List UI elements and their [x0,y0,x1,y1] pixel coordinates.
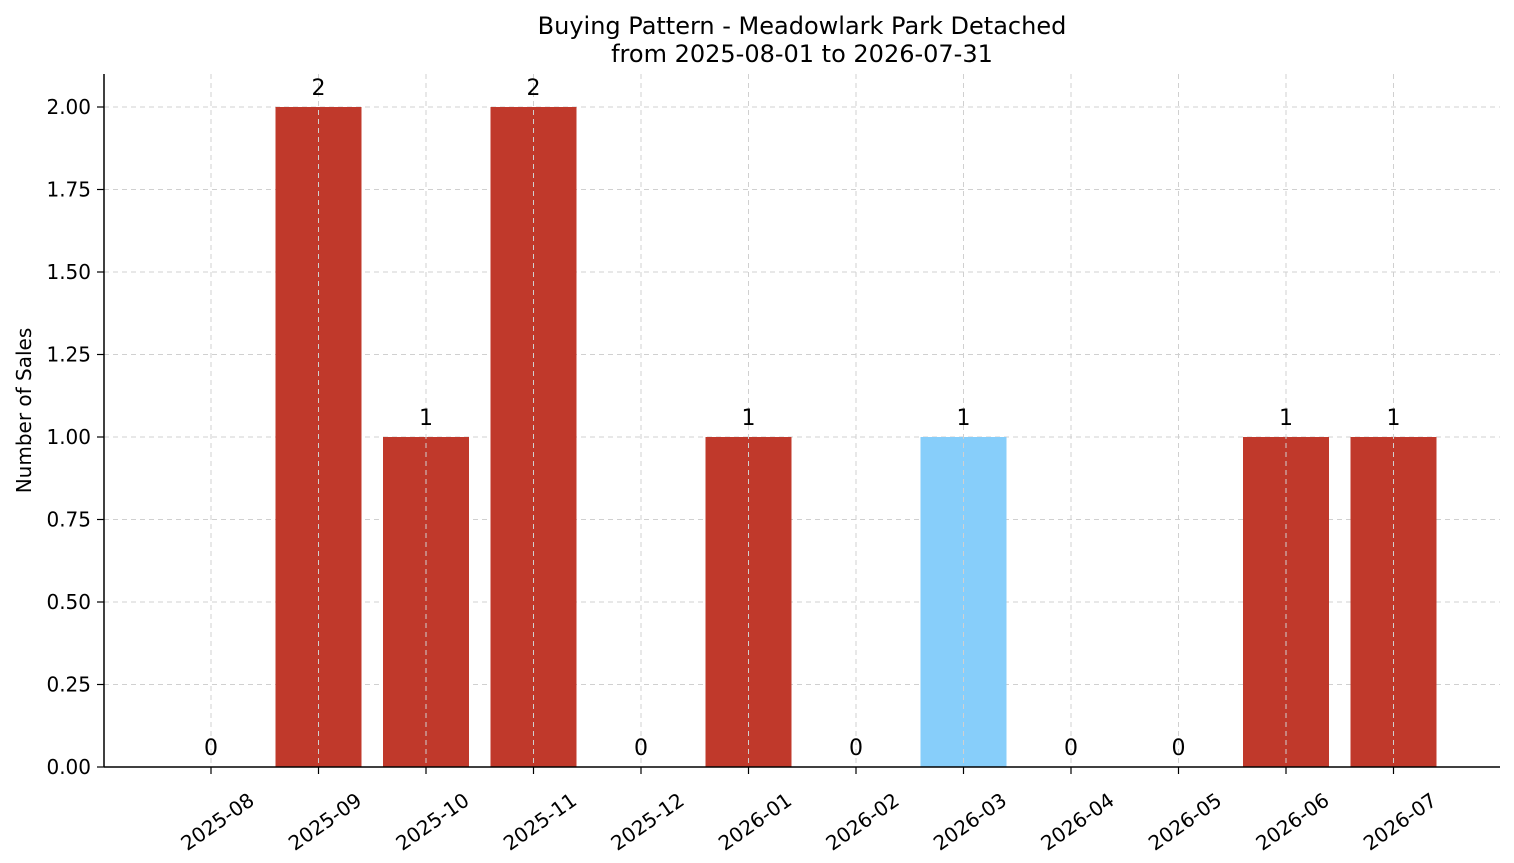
chart-title: Buying Pattern - Meadowlark Park Detache… [538,12,1067,40]
data-label: 0 [849,736,863,761]
data-label: 0 [204,736,218,761]
x-tick-label: 2026-07 [1359,788,1441,856]
y-tick-label: 1.00 [46,425,91,449]
y-tick-label: 0.75 [46,508,91,532]
data-label: 0 [1064,736,1078,761]
x-tick-label: 2025-08 [176,788,258,856]
x-tick-label: 2026-03 [929,788,1011,856]
data-label: 1 [742,406,756,431]
x-tick-label: 2025-11 [499,788,581,856]
y-tick-label: 2.00 [46,95,91,119]
y-tick-label: 0.50 [46,590,91,614]
data-labels: 0 2 1 2 0 1 0 1 0 0 1 1 [204,74,1401,767]
y-tick-label: 1.25 [46,343,91,367]
data-label: 1 [957,406,971,431]
x-tick-label: 2026-06 [1251,788,1333,856]
data-label: 2 [312,76,326,101]
x-tick-label: 2026-02 [821,788,903,856]
x-tick-label: 2025-12 [606,788,688,856]
data-label: 0 [1172,736,1186,761]
x-ticks: 2025-08 2025-09 2025-10 2025-11 2025-12 2026-… [176,767,1441,855]
y-ticks: 0.00 0.25 0.50 0.75 1.00 1.25 1.50 1.75 2.00 [46,95,104,779]
x-tick-label: 2025-10 [391,788,473,856]
data-label: 1 [1279,406,1293,431]
data-label: 1 [1387,406,1401,431]
y-tick-label: 1.50 [46,260,91,284]
data-label: 1 [419,406,433,431]
y-tick-label: 1.75 [46,178,91,202]
data-label: 0 [634,736,648,761]
data-label: 2 [527,76,541,101]
chart-subtitle: from 2025-08-01 to 2026-07-31 [611,40,993,68]
x-tick-label: 2025-09 [284,788,366,856]
x-tick-label: 2026-04 [1036,788,1118,856]
y-tick-label: 0.25 [46,673,91,697]
y-axis-title: Number of Sales [12,328,36,494]
x-tick-label: 2026-01 [714,788,796,856]
y-tick-label: 0.00 [46,755,91,779]
x-tick-label: 2026-05 [1144,788,1226,856]
